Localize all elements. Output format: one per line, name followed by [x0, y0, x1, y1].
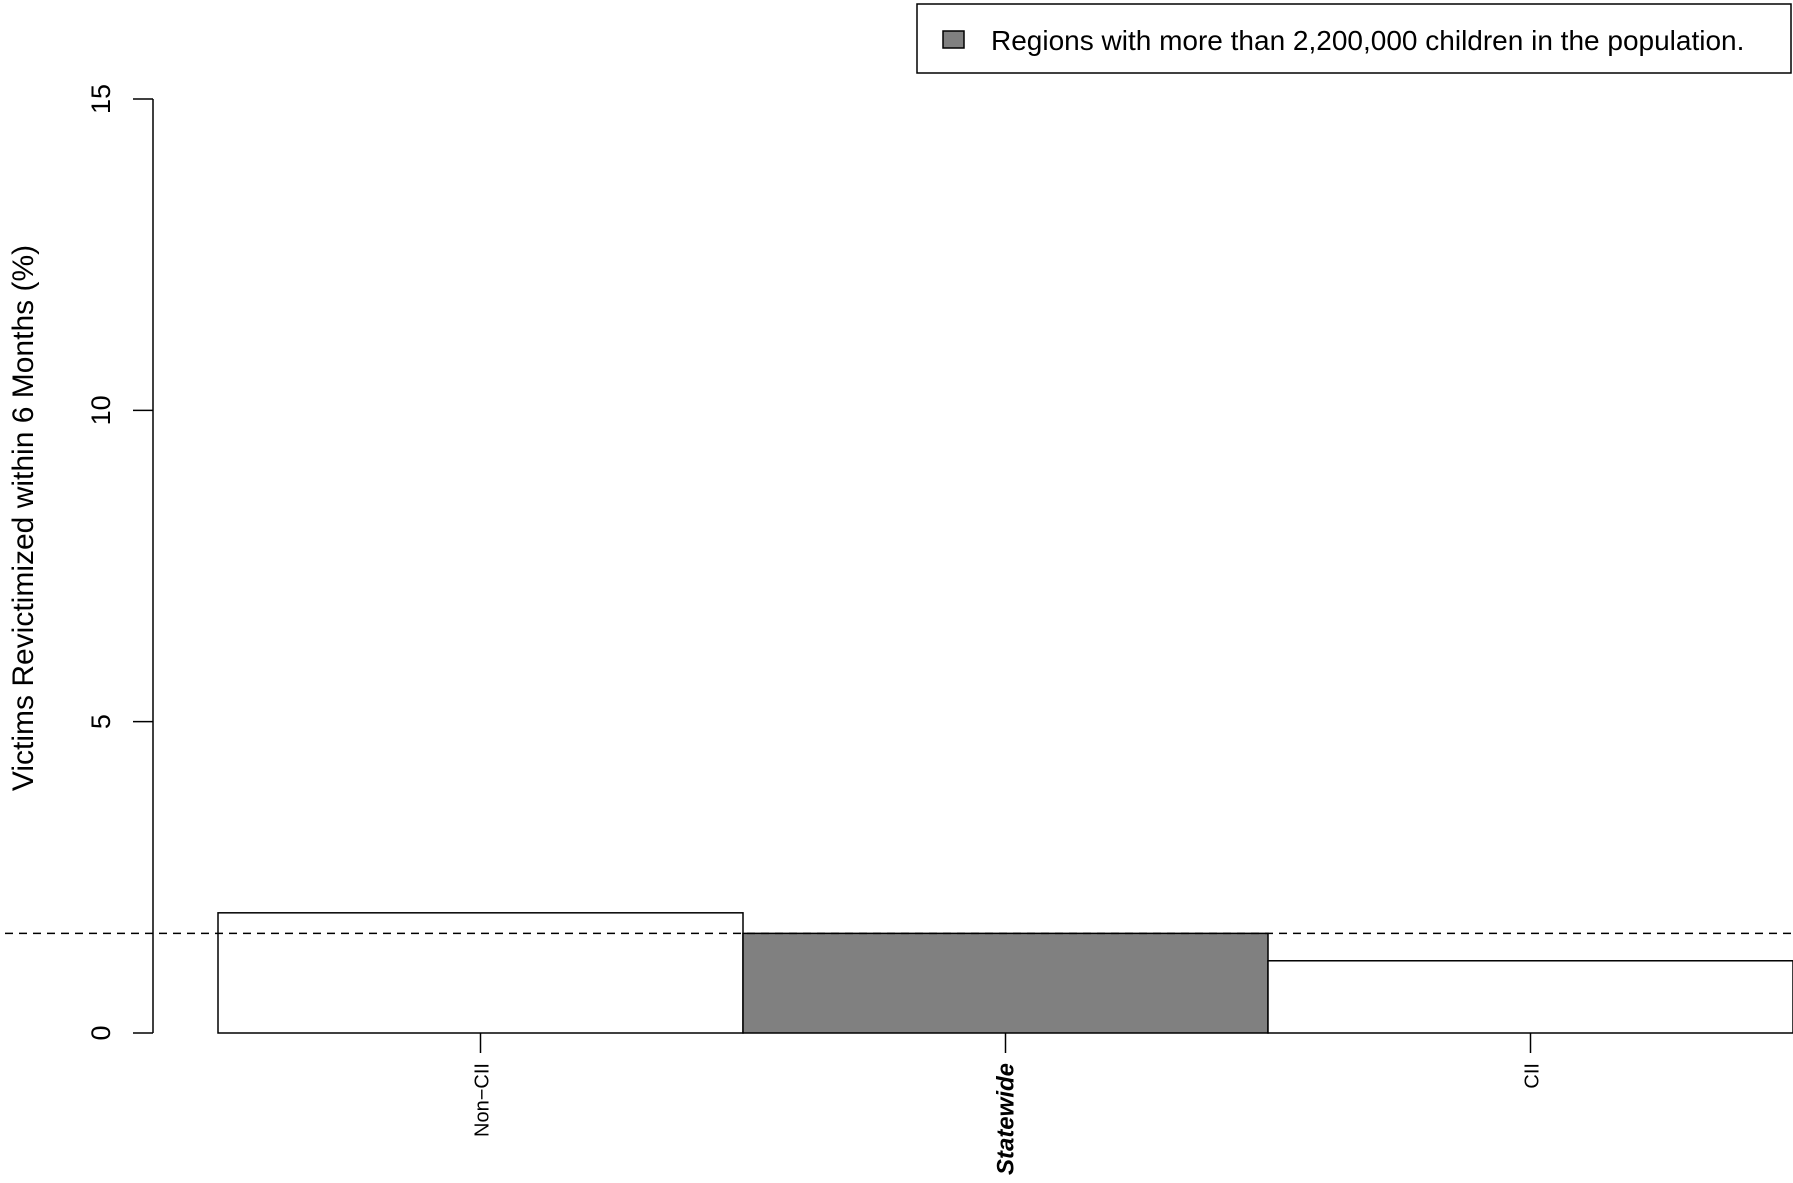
bar-0	[217, 912, 744, 1034]
x-tick-label-2: CII	[1522, 1063, 1544, 1089]
bars	[217, 912, 1793, 1034]
legend-label: Regions with more than 2,200,000 childre…	[991, 25, 1744, 56]
y-tick-label-15: 15	[86, 84, 116, 114]
x-tick-label-1: Statewide	[993, 1063, 1020, 1175]
y-axis: 0 5 10 15	[86, 84, 154, 1041]
bar-1	[742, 932, 1269, 1034]
bar-2	[1267, 960, 1793, 1034]
legend-box	[916, 3, 1792, 74]
y-axis-title: Victims Revictimized within 6 Months (%)	[7, 245, 40, 791]
x-tick-label-0: Non−CII	[472, 1063, 494, 1137]
legend: Regions with more than 2,200,000 childre…	[916, 3, 1792, 74]
y-tick-label-0: 0	[86, 1025, 116, 1040]
legend-swatch	[942, 30, 965, 49]
y-tick-label-5: 5	[86, 714, 116, 729]
y-tick-label-10: 10	[86, 395, 116, 425]
x-axis: Non−CII Statewide CII	[472, 1033, 1544, 1175]
